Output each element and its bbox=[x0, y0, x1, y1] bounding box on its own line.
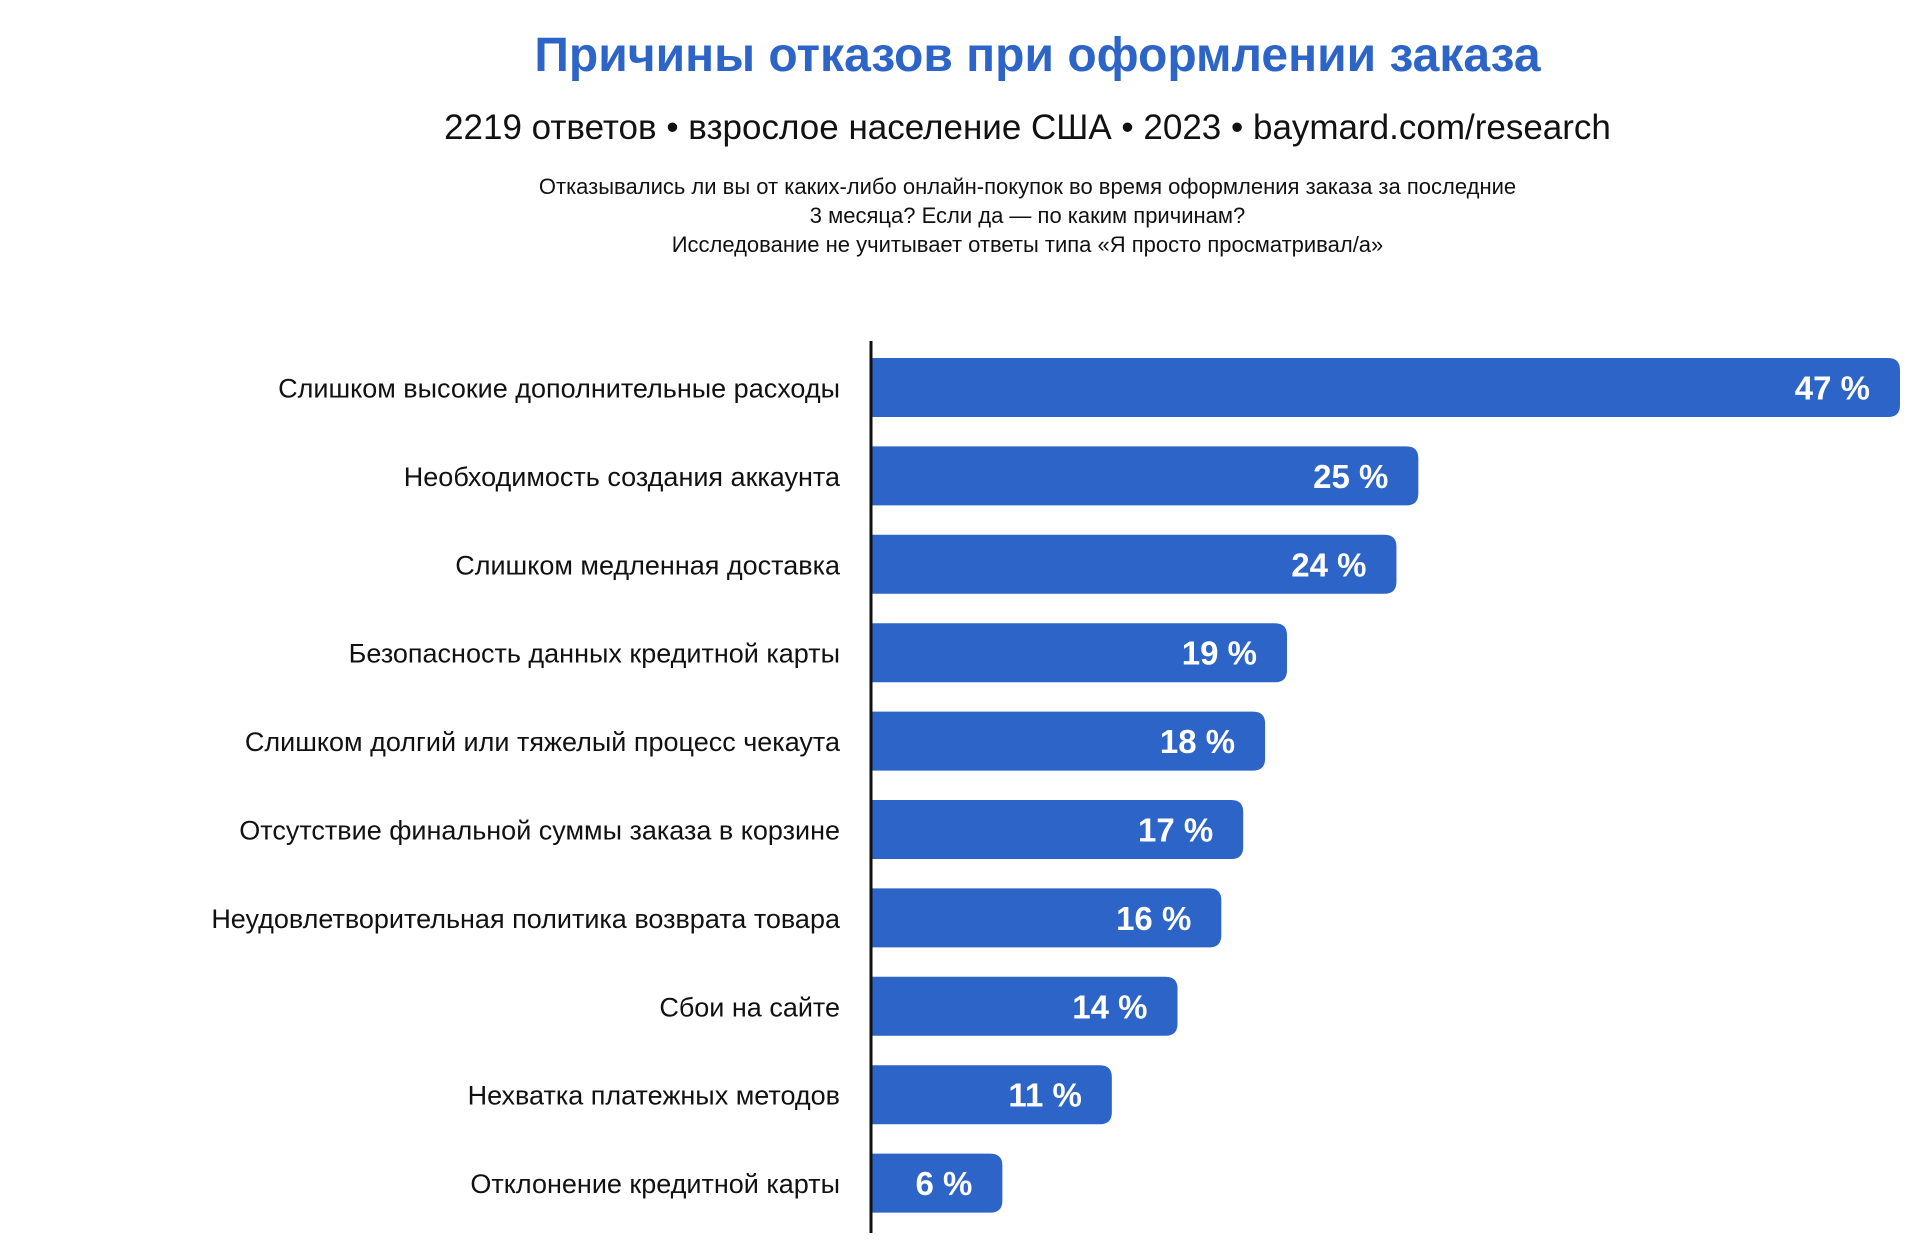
bar bbox=[871, 358, 1900, 417]
bar bbox=[871, 976, 1178, 1036]
category-label: Необходимость создания аккаунта bbox=[404, 462, 841, 492]
category-label: Отклонение кредитной карты bbox=[470, 1169, 840, 1199]
bar bbox=[871, 1153, 1003, 1213]
data-label: 19 % bbox=[1182, 635, 1257, 672]
category-label: Слишком долгий или тяжелый процесс чекау… bbox=[245, 727, 841, 757]
data-label: 11 % bbox=[1008, 1077, 1081, 1114]
bar bbox=[871, 446, 1419, 506]
category-label: Безопасность данных кредитной карты bbox=[349, 639, 840, 669]
category-label: Неудовлетворительная политика возврата т… bbox=[211, 904, 841, 934]
chart-title: Причины отказов при оформлении заказа bbox=[534, 29, 1541, 82]
bar bbox=[871, 534, 1397, 594]
bar bbox=[871, 711, 1266, 771]
data-label: 6 % bbox=[915, 1165, 972, 1202]
category-label: Сбои на сайте bbox=[659, 992, 840, 1022]
bar bbox=[871, 800, 1244, 859]
bar bbox=[871, 888, 1222, 948]
category-label: Нехватка платежных методов bbox=[468, 1081, 840, 1111]
data-label: 16 % bbox=[1116, 900, 1191, 937]
data-label: 14 % bbox=[1072, 988, 1147, 1025]
question-line: 3 месяца? Если да — по каким причинам? bbox=[809, 203, 1246, 228]
survey-question: Отказывались ли вы от каких-либо онлайн-… bbox=[0, 172, 1927, 259]
bar bbox=[871, 623, 1287, 683]
data-label: 17 % bbox=[1138, 812, 1213, 849]
data-label: 25 % bbox=[1313, 458, 1388, 495]
category-label: Слишком медленная доставка bbox=[455, 550, 841, 580]
data-label: 18 % bbox=[1160, 723, 1235, 760]
question-line: Отказывались ли вы от каких-либо онлайн-… bbox=[538, 174, 1517, 199]
question-line: Исследование не учитывает ответы типа «Я… bbox=[671, 232, 1384, 257]
chart-subtitle: 2219 ответов • взрослое население США • … bbox=[444, 108, 1611, 147]
data-label: 24 % bbox=[1291, 546, 1366, 583]
category-label: Отсутствие финальной суммы заказа в корз… bbox=[239, 816, 840, 846]
bar bbox=[871, 1065, 1112, 1125]
category-label: Слишком высокие дополнительные расходы bbox=[278, 374, 840, 404]
data-label: 47 % bbox=[1795, 370, 1870, 407]
